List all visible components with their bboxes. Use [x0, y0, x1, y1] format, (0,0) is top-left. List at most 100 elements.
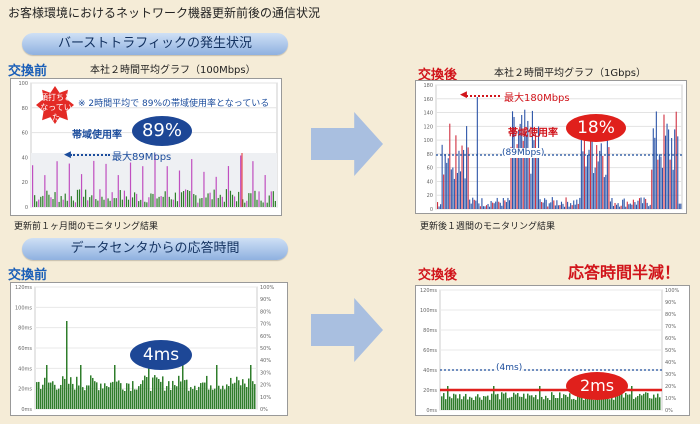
traffic-bar: [623, 198, 625, 209]
response-bar: [210, 385, 212, 409]
traffic-bar: [174, 192, 176, 207]
traffic-bar: [646, 202, 648, 209]
traffic-bar: [559, 204, 561, 209]
response-bar: [38, 381, 40, 409]
response-bar: [615, 395, 617, 410]
traffic-bar: [209, 192, 211, 207]
response-bar: [162, 376, 164, 409]
burst-traffic-banner: バーストトラフィックの発生状況: [22, 33, 288, 55]
traffic-bar: [93, 160, 95, 207]
response-bar: [487, 395, 489, 410]
traffic-bar: [605, 174, 607, 209]
response-bar: [571, 399, 573, 410]
traffic-bar: [470, 203, 472, 209]
traffic-bar: [227, 166, 230, 207]
response-bar: [613, 399, 615, 410]
after-caption: 更新後１週間のモニタリング結果: [420, 222, 556, 232]
tick-label: 50%: [260, 346, 271, 352]
traffic-bar: [533, 140, 535, 209]
response-time-banner: データセンタからの応答時間: [22, 238, 288, 260]
traffic-bar: [131, 197, 134, 207]
traffic-bar: [54, 192, 56, 207]
traffic-bar: [144, 201, 146, 207]
response-bar: [64, 378, 66, 409]
traffic-bar: [156, 198, 158, 207]
tick-label: 50%: [665, 348, 676, 354]
tick-label: 20ms: [423, 388, 437, 394]
response-bar: [46, 365, 48, 409]
tick-label: 60%: [665, 336, 676, 342]
traffic-bar: [501, 205, 503, 209]
response-bar: [130, 390, 132, 409]
traffic-bar: [591, 139, 593, 209]
traffic-bar: [490, 200, 492, 209]
traffic-bar: [524, 109, 526, 209]
traffic-bar: [250, 193, 252, 207]
right-arrow-icon: [311, 298, 383, 362]
after-response-chart: 120ms 100ms 80ms 60ms 40ms 20ms 0ms 100% 90% 80%…: [415, 285, 690, 416]
response-bar: [254, 384, 256, 409]
traffic-bar: [511, 111, 514, 209]
response-bar: [86, 385, 88, 409]
traffic-bar: [207, 193, 209, 207]
traffic-bar: [654, 137, 656, 209]
response-bar: [501, 392, 503, 410]
response-bar: [633, 398, 635, 410]
after-traffic-svg: 180 160 140 120 100 80 60 40 20 0: [423, 83, 683, 213]
average-usage-note: ※ 2時間平均で 89%の帯域使用率となっている: [78, 99, 270, 109]
traffic-bar: [649, 204, 651, 209]
traffic-bar: [597, 161, 599, 209]
response-bar: [100, 383, 102, 409]
traffic-bar: [458, 150, 460, 209]
traffic-bar: [643, 197, 645, 209]
response-bar: [218, 385, 220, 409]
traffic-bar: [609, 201, 611, 209]
traffic-bar: [478, 203, 480, 209]
response-bar: [168, 381, 170, 409]
after-max-label: 最大180Mbps: [504, 93, 570, 104]
traffic-bar: [482, 206, 484, 209]
traffic-bar: [440, 204, 442, 209]
traffic-bar: [645, 198, 647, 209]
tick-label: 90%: [260, 297, 271, 303]
traffic-bar: [651, 169, 653, 209]
tick-label: 100%: [665, 288, 680, 294]
before-caption: 更新前１ヶ月間のモニタリング結果: [14, 222, 159, 232]
after-label-1: 交換後: [418, 68, 458, 83]
tick-label: 100%: [260, 285, 275, 291]
traffic-bar: [258, 191, 260, 207]
response-bar: [112, 381, 114, 409]
response-bar: [108, 387, 110, 409]
response-bar: [581, 394, 583, 410]
traffic-bar: [195, 195, 197, 207]
traffic-bar: [588, 149, 590, 209]
traffic-bar: [452, 167, 454, 209]
traffic-bar: [476, 97, 478, 209]
traffic-bar: [553, 200, 555, 209]
response-bar: [170, 389, 172, 409]
traffic-bar: [58, 201, 60, 207]
response-bar: [250, 365, 252, 409]
traffic-bar: [444, 154, 446, 209]
tick-label: 100ms: [420, 308, 437, 314]
response-bar: [186, 379, 188, 409]
tick-label: 70%: [260, 322, 271, 328]
traffic-bar: [244, 202, 246, 207]
response-bar: [523, 393, 525, 410]
response-bar: [511, 396, 513, 410]
traffic-bar: [103, 199, 105, 207]
response-bar: [236, 376, 238, 409]
response-bar: [72, 383, 74, 409]
traffic-bar: [99, 189, 101, 207]
traffic-bar: [254, 190, 256, 207]
traffic-bar: [62, 199, 64, 207]
response-bar: [583, 399, 585, 410]
response-bar: [120, 383, 122, 409]
traffic-bar: [504, 200, 506, 209]
response-bar: [461, 399, 463, 410]
traffic-bar: [675, 111, 677, 209]
response-bar: [200, 383, 202, 409]
response-bar: [529, 395, 531, 410]
traffic-bar: [264, 175, 266, 207]
traffic-bar: [231, 194, 234, 207]
